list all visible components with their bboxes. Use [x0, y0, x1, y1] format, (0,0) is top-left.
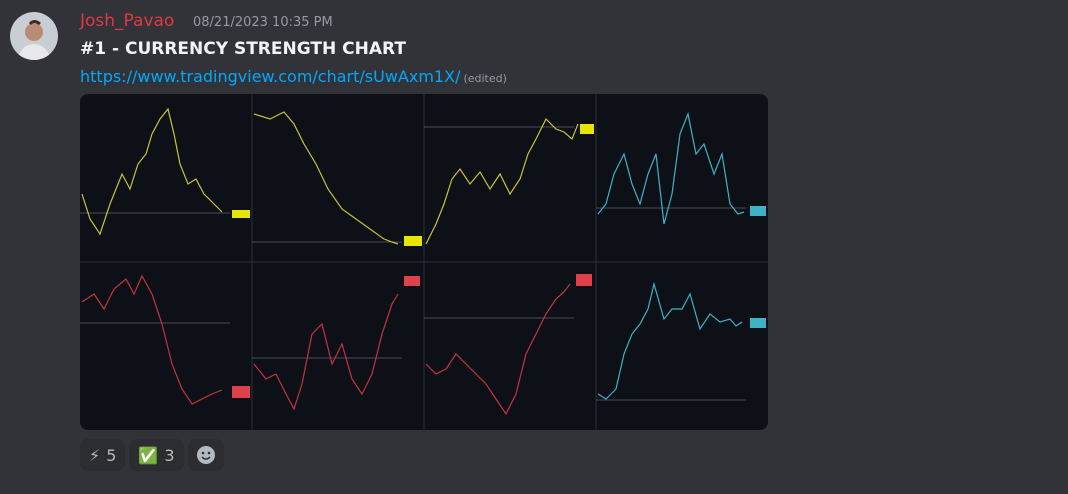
reaction-count: 5 [106, 445, 117, 465]
link-row: https://www.tradingview.com/chart/sUwAxm… [80, 67, 507, 86]
reaction-emoji: ✅ [138, 445, 159, 465]
add-reaction[interactable] [187, 439, 224, 471]
reactions: ⚡ 5 ✅ 3 [80, 439, 224, 471]
attached-image[interactable] [80, 94, 768, 430]
author-name[interactable]: Josh_Pavao [80, 11, 175, 31]
timestamp: 08/21/2023 10:35 PM [193, 15, 333, 30]
avatar[interactable] [10, 12, 58, 60]
reaction-emoji: ⚡ [89, 445, 101, 465]
message-title: #1 - CURRENCY STRENGTH CHART [80, 39, 406, 59]
reaction-count: 3 [164, 445, 175, 465]
edited-tag: (edited) [463, 72, 507, 85]
smiley-icon [196, 446, 215, 464]
reaction[interactable]: ✅ 3 [129, 439, 184, 471]
reaction[interactable]: ⚡ 5 [80, 439, 126, 471]
chart-image [80, 94, 768, 430]
link[interactable]: https://www.tradingview.com/chart/sUwAxm… [80, 67, 461, 86]
